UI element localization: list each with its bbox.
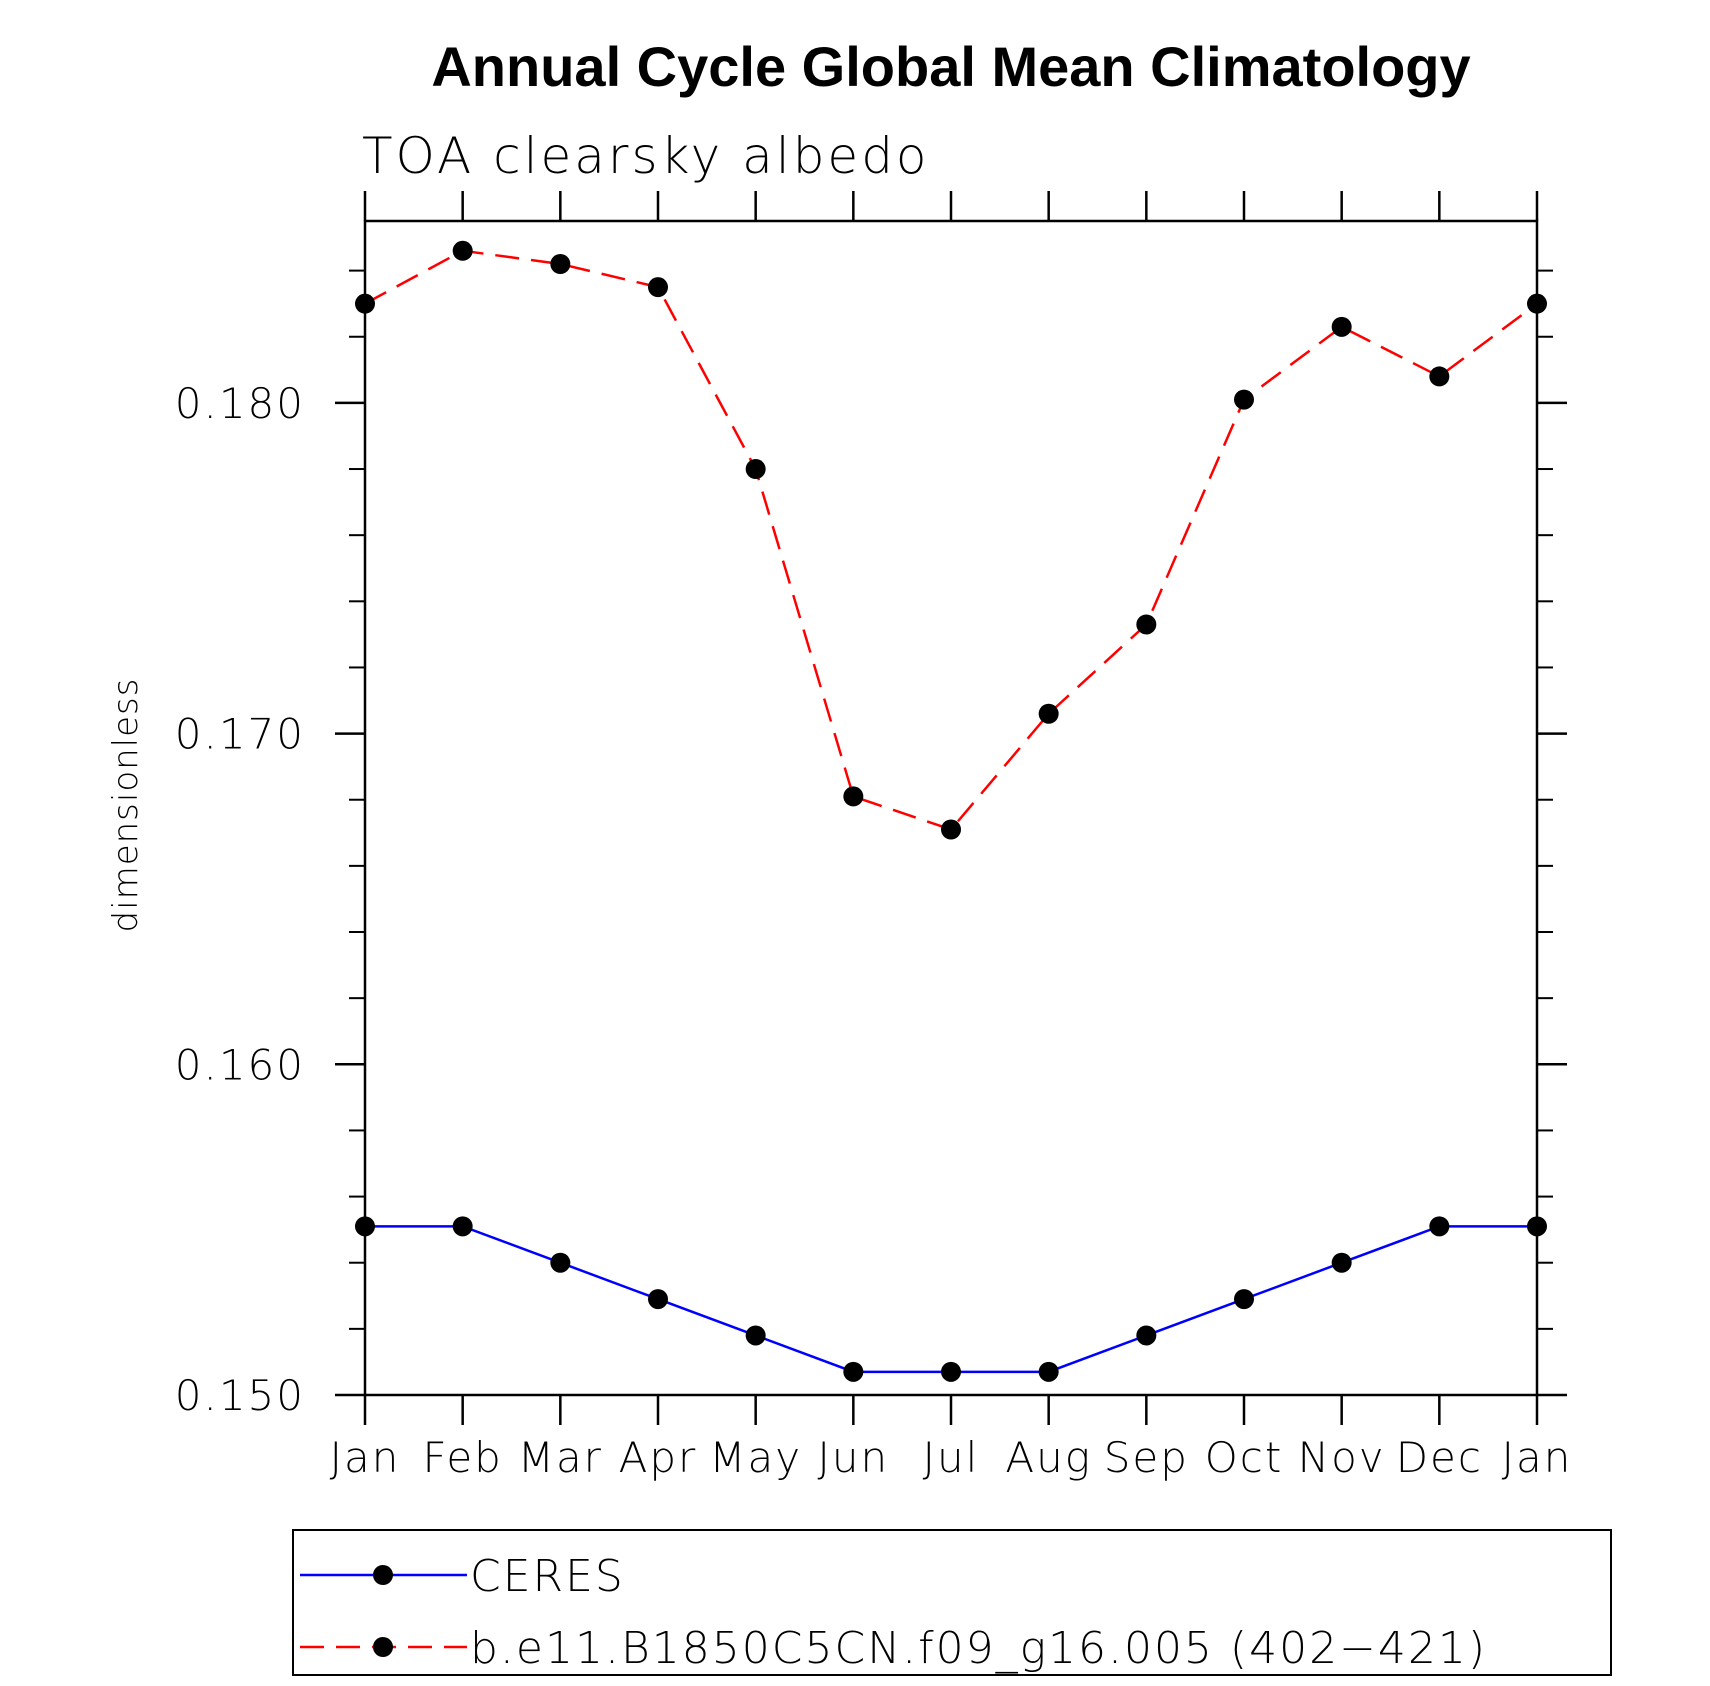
x-tick-label: Jan <box>330 1433 401 1482</box>
y-axis-label: dimensionless <box>106 678 146 933</box>
data-point <box>355 293 375 314</box>
data-point <box>1527 293 1547 314</box>
x-tick-label: Nov <box>1298 1433 1386 1482</box>
x-tick-label: May <box>709 1433 802 1482</box>
x-tick-label: Dec <box>1396 1433 1483 1482</box>
data-point <box>1331 316 1352 337</box>
data-point <box>1527 1216 1547 1237</box>
data-point <box>1136 614 1157 635</box>
chart-title: Annual Cycle Global Mean Climatology <box>431 35 1470 98</box>
data-point <box>1331 1252 1352 1273</box>
y-tick-label: 0.150 <box>175 1371 305 1420</box>
data-point <box>550 1252 571 1273</box>
series-layer <box>355 240 1547 1382</box>
legend-label: CERES <box>470 1551 625 1602</box>
y-tick-labels: 0.150 0.160 0.170 0.180 <box>175 379 305 1420</box>
data-point <box>1429 366 1450 387</box>
legend-marker <box>373 1637 393 1657</box>
data-point <box>648 1289 668 1310</box>
x-tick-label: Jun <box>818 1433 890 1482</box>
x-tick-label: Aug <box>1005 1433 1092 1482</box>
data-point <box>745 1325 766 1346</box>
chart-subtitle: TOA clearsky albedo <box>362 127 930 185</box>
plot-frame <box>363 219 1539 1397</box>
x-tick-label: Apr <box>619 1433 698 1482</box>
data-point <box>941 819 961 840</box>
data-point <box>745 459 766 480</box>
legend-box <box>292 1529 1612 1676</box>
x-tick-labels: Jan Feb Mar Apr May Jun Jul Aug Sep Oct Nov Dec Jan <box>330 1433 1573 1482</box>
x-tick-label: Oct <box>1205 1433 1284 1482</box>
legend: CERES b.e11.B1850C5CN.f09_g16.005 (402−42… <box>300 1551 1487 1674</box>
y-tick-label: 0.180 <box>175 379 305 428</box>
series-line-0 <box>365 1225 1537 1374</box>
data-point <box>1234 1289 1254 1310</box>
legend-marker <box>373 1565 393 1585</box>
data-point <box>355 1216 375 1237</box>
y-tick-label: 0.160 <box>175 1040 305 1089</box>
data-point <box>1038 1361 1059 1382</box>
axis-ticks <box>335 191 1567 1425</box>
data-point <box>1429 1216 1450 1237</box>
legend-label: b.e11.B1850C5CN.f09_g16.005 (402−421) <box>470 1623 1487 1674</box>
x-tick-label: Mar <box>518 1433 603 1482</box>
data-point <box>843 786 864 807</box>
data-point <box>452 240 473 261</box>
x-tick-label: Feb <box>422 1433 502 1482</box>
series-line-1 <box>364 249 1538 831</box>
data-point <box>843 1361 864 1382</box>
data-point <box>1136 1325 1157 1346</box>
x-tick-label: Jul <box>923 1433 980 1482</box>
data-point <box>648 277 668 298</box>
data-point <box>1234 389 1254 410</box>
data-point <box>452 1216 473 1237</box>
data-point <box>550 253 571 274</box>
data-point <box>1038 703 1059 724</box>
x-tick-label: Jan <box>1502 1433 1573 1482</box>
x-tick-label: Sep <box>1104 1433 1189 1482</box>
y-tick-label: 0.170 <box>175 710 305 759</box>
data-point <box>941 1361 961 1382</box>
